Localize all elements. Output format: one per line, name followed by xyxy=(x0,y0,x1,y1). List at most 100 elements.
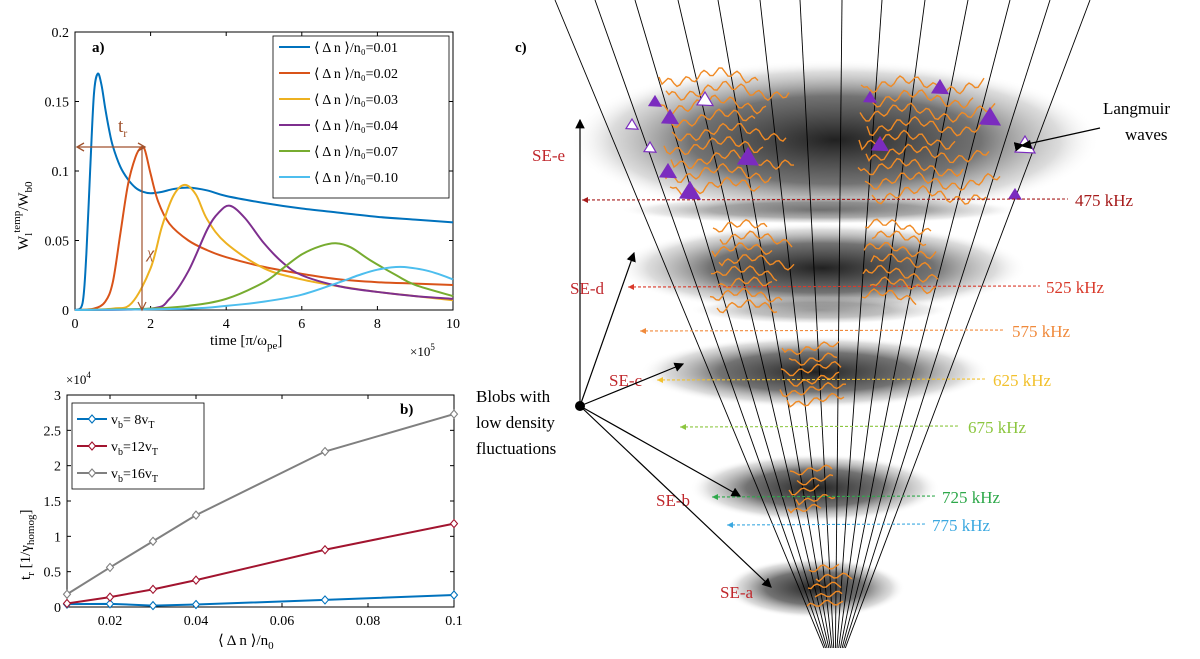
panel-b-xtick-label: 0.08 xyxy=(356,614,381,629)
field-line xyxy=(634,0,828,649)
wave-marker xyxy=(647,94,663,107)
source-label-se-a: SE-a xyxy=(720,583,754,602)
langmuir-wave xyxy=(869,276,937,295)
frequency-label: 675 kHz xyxy=(968,418,1027,437)
panel-a-ytick-label: 0 xyxy=(62,304,69,319)
panel-a-label: a) xyxy=(92,40,105,56)
wave-marker xyxy=(736,146,760,166)
langmuir-wave xyxy=(710,265,778,282)
langmuir-wave xyxy=(870,253,932,270)
frequency-label: 775 kHz xyxy=(932,516,991,535)
blob-c xyxy=(640,336,990,408)
panel-b-ytick-label: 0 xyxy=(54,601,61,616)
langmuir-wave xyxy=(861,288,917,306)
blob-e-tail xyxy=(620,196,1020,224)
chi-label: χ xyxy=(145,245,155,262)
panel-b-marker xyxy=(320,544,330,555)
langmuir-wave xyxy=(788,352,838,366)
wave-marker xyxy=(642,140,658,153)
frequency-arrow xyxy=(627,285,1041,288)
panel-b-ytick-label: 3 xyxy=(54,389,61,404)
panel-b-marker xyxy=(191,599,201,610)
frequency-arrowhead xyxy=(582,197,588,203)
frequency-arrow xyxy=(726,523,926,526)
panel-a-xtick-label: 8 xyxy=(374,317,381,332)
panel-a-xtick-label: 2 xyxy=(147,317,154,332)
panel-b-ytick-label: 2 xyxy=(54,460,61,475)
panel-b-legend: vb= 8vT vb=12vT vb=16vT xyxy=(71,402,205,490)
langmuir-wave xyxy=(808,563,840,573)
langmuir-wave xyxy=(718,254,795,271)
panel-b-marker xyxy=(62,589,72,600)
langmuir-wave xyxy=(719,230,793,248)
langmuir-wave xyxy=(787,371,840,387)
langmuir-wave xyxy=(664,108,756,128)
langmuir-wave xyxy=(867,89,974,109)
blob-e xyxy=(570,60,1100,220)
panel-b-xtick-label: 0.04 xyxy=(184,614,209,629)
wave-marker xyxy=(695,90,715,107)
panel-b-ticks: 0.02 0.04 0.06 0.08 0.1 0 0.5 1 1.5 2 2.5 3 xyxy=(44,389,463,629)
panel-b-xtick-label: 0.02 xyxy=(98,614,123,629)
langmuir-wave-packets xyxy=(624,67,1037,607)
panel-b-chart: 0.02 0.04 0.06 0.08 0.1 0 0.5 1 1.5 2 2.5 3 b) ×104… xyxy=(18,370,463,652)
panel-b-marker xyxy=(449,409,459,419)
wave-marker xyxy=(658,162,678,179)
panel-b-y-multiplier: ×104 xyxy=(66,370,91,387)
wave-marker xyxy=(862,90,878,103)
panel-a-xlabel: time [π/ωpe] xyxy=(210,333,282,352)
blob-d-tail xyxy=(690,296,950,324)
panel-b-ytick-label: 2.5 xyxy=(44,424,62,439)
frequency-label: 575 kHz xyxy=(1012,322,1071,341)
panel-a-xtick-label: 6 xyxy=(298,317,305,332)
panel-b-legend-entry: vb= 8vT xyxy=(111,413,155,431)
frequency-emissions: 475 kHz 525 kHz 575 kHz 625 kHz 675 kHz 725 k… xyxy=(581,191,1134,535)
panel-a-series-line-0 xyxy=(74,72,454,311)
panel-b-legend-entry: vb=12vT xyxy=(111,440,158,458)
panel-b-marker xyxy=(320,595,330,605)
langmuir-wave xyxy=(789,464,833,476)
frequency-arrowhead xyxy=(657,377,663,383)
langmuir-wave xyxy=(787,503,822,514)
frequency-arrowhead xyxy=(640,328,646,334)
langmuir-wave xyxy=(663,136,764,156)
blobs-caption: Blobs with low density fluctuations xyxy=(476,387,559,458)
langmuir-wave xyxy=(864,171,1001,192)
field-line xyxy=(759,0,833,649)
langmuir-wave xyxy=(865,143,990,164)
langmuir-wave xyxy=(806,599,844,607)
chi-annotation: χ xyxy=(137,147,155,312)
langmuir-callout: Langmuir waves xyxy=(1013,99,1170,152)
panel-b-ylabel: tr [1/γhomog] xyxy=(18,510,37,580)
panel-a-legend-entry: ⟨ Δ n ⟩/n₀=0.10 xyxy=(314,171,398,186)
langmuir-wave xyxy=(709,287,783,303)
panel-b-marker xyxy=(105,562,115,573)
panel-b-marker xyxy=(449,518,459,529)
langmuir-wave xyxy=(781,341,840,356)
panel-a-series-line-1 xyxy=(74,145,454,311)
frequency-label: 475 kHz xyxy=(1075,191,1134,210)
langmuir-wave xyxy=(670,149,795,170)
frequency-label: 525 kHz xyxy=(1046,278,1105,297)
langmuir-wave xyxy=(862,264,939,283)
panel-a-legend-entry: ⟨ Δ n ⟩/n₀=0.07 xyxy=(314,145,398,160)
panel-b-legend-entry: vb=16vT xyxy=(111,467,158,485)
panel-b-ytick-label: 0.5 xyxy=(44,566,62,581)
panel-b-xtick-label: 0.1 xyxy=(445,614,463,629)
langmuir-wave xyxy=(716,299,778,314)
panel-b-marker xyxy=(62,598,72,609)
source-label-se-c: SE-c xyxy=(609,371,643,390)
panel-b-marker xyxy=(105,598,115,609)
langmuir-wave xyxy=(860,75,985,95)
field-line xyxy=(839,0,969,649)
wave-marker xyxy=(678,180,702,200)
frequency-arrowhead xyxy=(712,494,718,500)
panel-b-marker xyxy=(148,584,158,595)
blob-pointer-arrows xyxy=(575,118,772,588)
langmuir-wave xyxy=(871,184,987,205)
field-line xyxy=(799,0,835,649)
panel-a-x-multiplier: ×105 xyxy=(410,342,435,359)
panel-a-legend: ⟨ Δ n ⟩/n₀=0.01 ⟨ Δ n ⟩/n₀=0.02 ⟨ Δ n ⟩/n₀… xyxy=(272,35,450,199)
langmuir-wave xyxy=(864,218,932,236)
